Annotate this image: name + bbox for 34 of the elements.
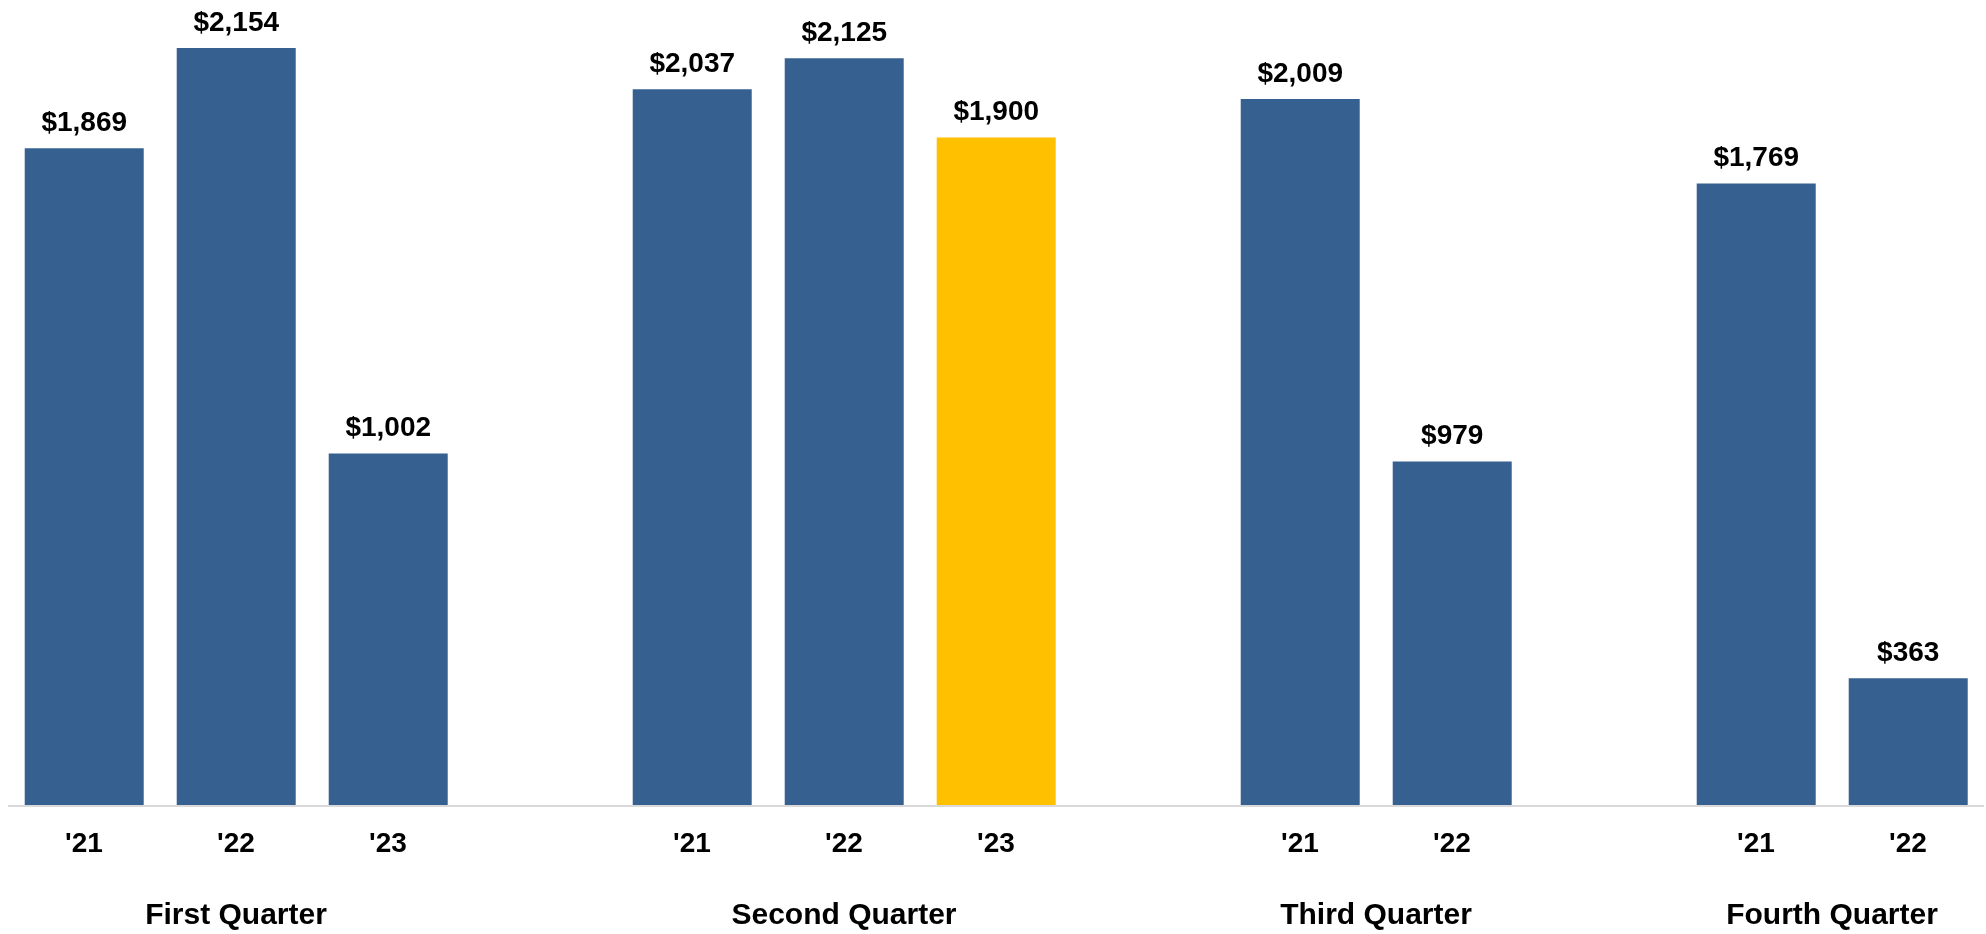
- data-label: $2,154: [193, 6, 280, 37]
- data-label: $1,869: [41, 106, 128, 138]
- x-tick-label: '22: [1889, 826, 1927, 858]
- bar: [784, 58, 904, 806]
- x-tick-label: '21: [65, 826, 103, 858]
- bar: [176, 48, 296, 806]
- bar: [1392, 461, 1512, 806]
- x-tick-label: '21: [1281, 826, 1319, 858]
- text: Second Quarter: [731, 897, 957, 930]
- x-tick-label: '23: [369, 826, 407, 858]
- bar: [1240, 99, 1360, 806]
- data-label: $1,900: [953, 95, 1040, 127]
- data-label: $979: [1421, 419, 1484, 451]
- x-tick-label: '21: [1737, 826, 1775, 858]
- x-tick-label: '22: [825, 826, 863, 858]
- bar: [632, 89, 752, 806]
- bar: [1848, 678, 1968, 806]
- bar: [936, 137, 1056, 806]
- data-label: $2,037: [649, 47, 736, 79]
- data-label: $2,125: [801, 16, 888, 48]
- x-tick-label: '21: [673, 826, 711, 858]
- bar: [1696, 183, 1816, 806]
- data-label: $1,769: [1713, 141, 1800, 173]
- text: First Quarter: [145, 897, 327, 930]
- data-label: $363: [1877, 636, 1940, 668]
- text: Fourth Quarter: [1726, 897, 1938, 930]
- bar: [24, 148, 144, 806]
- x-tick-label: '22: [1433, 826, 1471, 858]
- bar: [328, 453, 448, 806]
- data-label: $2,009: [1257, 57, 1344, 89]
- x-tick-label: '22: [217, 826, 255, 858]
- data-label: $1,002: [345, 411, 432, 443]
- text: Third Quarter: [1280, 897, 1472, 930]
- x-tick-label: '23: [977, 826, 1015, 858]
